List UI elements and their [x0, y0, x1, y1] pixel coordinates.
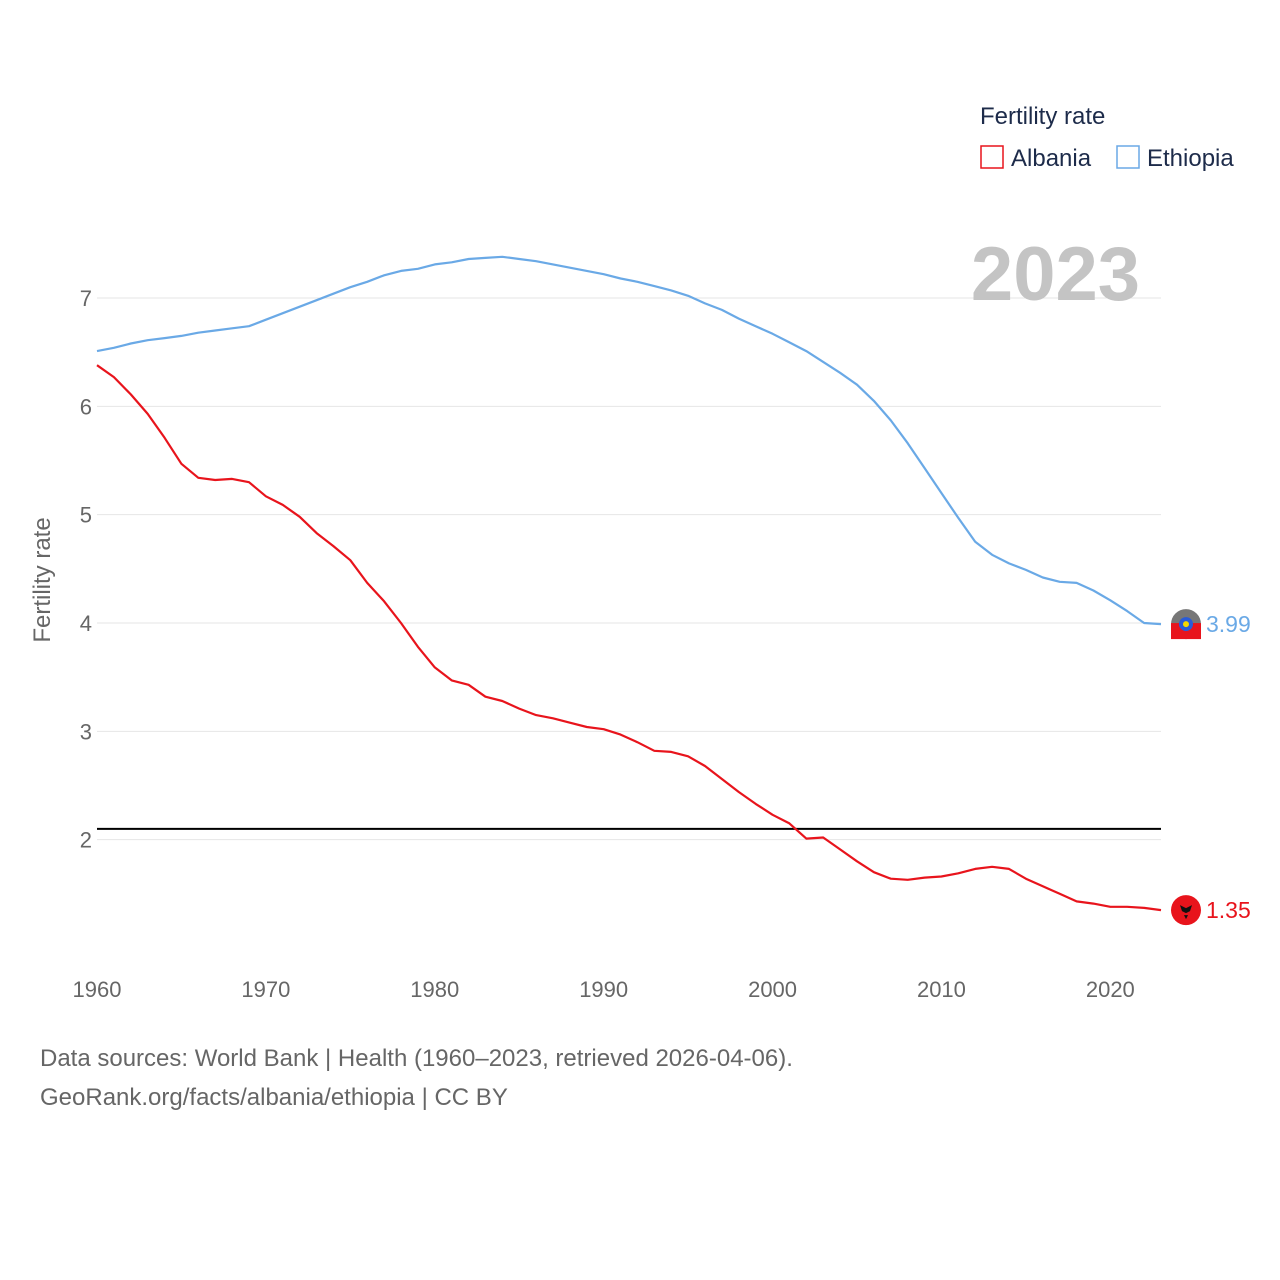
- legend-swatch-albania[interactable]: [980, 145, 1004, 169]
- series-line-albania[interactable]: [96, 364, 1162, 912]
- x-tick-label-1980: 1980: [410, 977, 459, 1002]
- y-tick-label-2: 2: [80, 828, 92, 853]
- legend-title: Fertility rate: [980, 103, 1105, 130]
- y-tick-label-4: 4: [80, 611, 92, 636]
- x-tick-label-1960: 1960: [73, 977, 122, 1002]
- y-tick-label-6: 6: [80, 394, 92, 419]
- x-axis-ticks: 1960 1970 1980 1990 2000 2010 2020: [73, 977, 1135, 1002]
- x-tick-label-2010: 2010: [917, 977, 966, 1002]
- legend-label-albania[interactable]: Albania: [1011, 145, 1092, 172]
- star-center: [1183, 621, 1189, 628]
- x-tick-label-1970: 1970: [241, 977, 290, 1002]
- series-line-ethiopia[interactable]: [96, 255, 1162, 626]
- flag-icon-albania: [1171, 895, 1201, 926]
- eagle-emblem: [1180, 905, 1192, 920]
- y-tick-label-5: 5: [80, 503, 92, 528]
- legend-label-ethiopia[interactable]: Ethiopia: [1147, 145, 1234, 172]
- y-tick-label-7: 7: [80, 286, 92, 311]
- x-tick-label-2000: 2000: [748, 977, 797, 1002]
- end-value-label-albania: 1.35: [1206, 897, 1251, 923]
- y-tick-label-3: 3: [80, 719, 92, 744]
- end-value-label-ethiopia: 3.99: [1206, 611, 1251, 637]
- flag-icon-ethiopia: [1171, 609, 1201, 640]
- x-tick-label-1990: 1990: [579, 977, 628, 1002]
- x-tick-label-2020: 2020: [1086, 977, 1135, 1002]
- legend: Fertility rate Albania Ethiopia: [980, 103, 1234, 172]
- series-lines: [96, 255, 1162, 912]
- year-display: 2023: [971, 232, 1140, 317]
- gridlines: [97, 297, 1161, 841]
- y-axis-ticks: 2 3 4 5 6 7: [80, 286, 92, 853]
- end-markers: 1.35 3.99: [1171, 609, 1251, 926]
- y-axis-label: Fertility rate: [29, 517, 56, 642]
- footer-attribution: GeoRank.org/facts/albania/ethiopia | CC …: [40, 1084, 508, 1111]
- legend-swatch-ethiopia[interactable]: [1116, 145, 1140, 169]
- footer-sources: Data sources: World Bank | Health (1960–…: [40, 1045, 793, 1072]
